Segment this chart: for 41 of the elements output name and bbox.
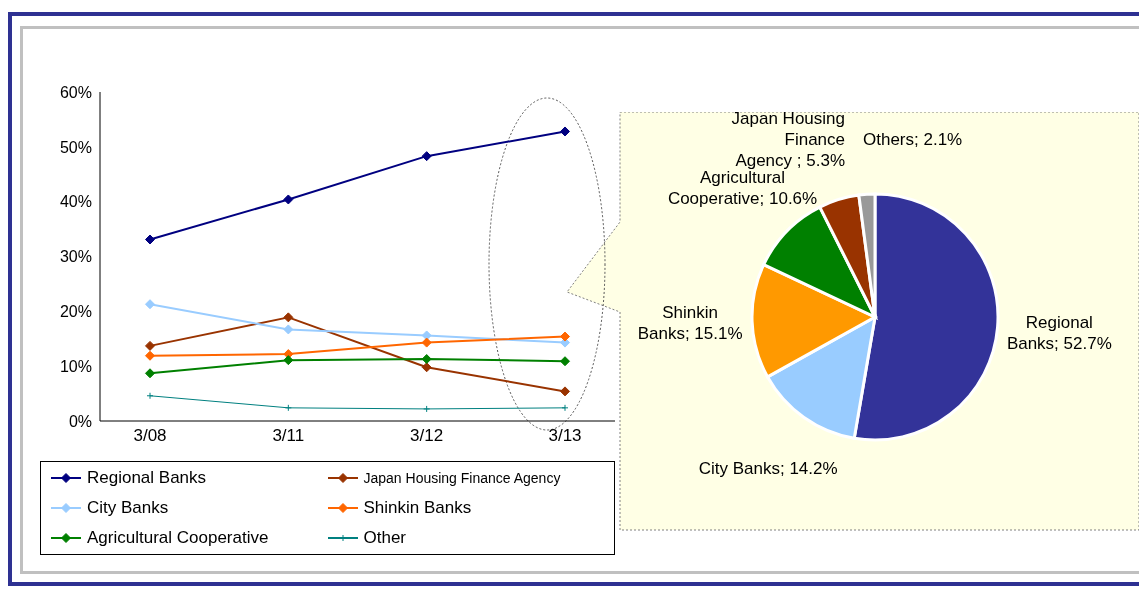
y-tick-label: 30% <box>59 248 92 266</box>
y-tick-label: 60% <box>59 83 92 101</box>
slice-label: Japan Housing Finance Agency ; 5.3% <box>730 107 845 171</box>
slice-label: City Banks; 14.2% <box>698 457 838 479</box>
point <box>423 405 431 413</box>
x-tick-label: 3/13 <box>548 426 582 446</box>
x-tick-label: 3/08 <box>133 426 167 446</box>
y-tick-label: 50% <box>59 138 92 156</box>
y-tick-label: 40% <box>59 193 92 211</box>
point <box>283 312 294 323</box>
y-tick-label: 10% <box>59 357 92 375</box>
point <box>560 126 570 137</box>
legend-label: Other <box>363 528 407 548</box>
legend-label: Regional Banks <box>87 468 207 488</box>
point <box>421 151 432 162</box>
point <box>560 386 570 397</box>
y-tick-label: 0% <box>68 412 92 430</box>
legend-label: Agricultural Cooperative <box>87 528 269 548</box>
point <box>145 340 155 351</box>
slice-label: Others; 2.1% <box>863 128 963 150</box>
x-tick-label: 3/12 <box>410 426 444 446</box>
legend-label: Japan Housing Finance Agency <box>363 470 561 486</box>
legend-label: City Banks <box>87 498 169 518</box>
point <box>421 354 432 365</box>
slice-label: Shinkin Banks; 15.1% <box>636 302 744 345</box>
point <box>560 356 570 367</box>
point <box>145 234 155 245</box>
point <box>560 331 570 342</box>
point <box>145 368 155 379</box>
point <box>421 362 432 373</box>
x-tick-label: 3/11 <box>272 426 305 446</box>
point <box>283 194 294 205</box>
y-tick-label: 20% <box>59 303 92 321</box>
slice-label: Regional Banks; 52.7% <box>1005 311 1113 354</box>
legend-label: Shinkin Banks <box>363 498 472 518</box>
point <box>421 337 432 348</box>
point <box>283 324 294 335</box>
point <box>283 355 294 366</box>
point <box>284 404 292 412</box>
point <box>145 350 155 361</box>
point <box>145 299 155 310</box>
